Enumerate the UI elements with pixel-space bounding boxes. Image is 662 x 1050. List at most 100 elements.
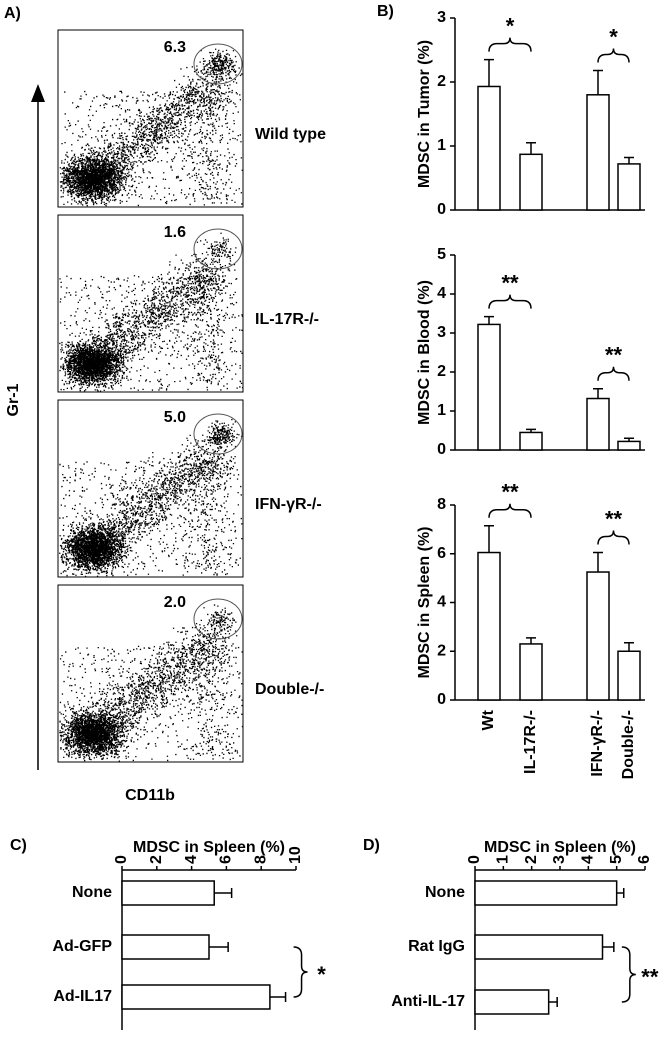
y-tick-label: 0 bbox=[437, 441, 446, 458]
arrow-head bbox=[31, 84, 45, 102]
y-axis-label: MDSC in Tumor (%) bbox=[416, 40, 433, 188]
error-bar bbox=[526, 637, 536, 644]
bar bbox=[617, 650, 641, 701]
y-tick-label: 1 bbox=[437, 402, 446, 419]
bar bbox=[121, 880, 215, 906]
significance-label: ** bbox=[501, 270, 519, 295]
bar bbox=[617, 440, 641, 451]
panel-label: B) bbox=[377, 3, 394, 20]
y-tick-label: 5 bbox=[437, 246, 446, 263]
gate bbox=[193, 413, 243, 455]
x-tick-label: 2 bbox=[523, 855, 540, 864]
y-axis-label: Gr-1 bbox=[5, 383, 22, 416]
error-bar bbox=[209, 942, 229, 952]
significance-label: ** bbox=[641, 964, 659, 989]
y-axis-label: MDSC in Spleen (%) bbox=[416, 526, 433, 678]
error-bar bbox=[593, 388, 603, 399]
error-bar bbox=[616, 888, 625, 898]
error-bar bbox=[484, 315, 494, 325]
gate bbox=[193, 43, 243, 85]
y-tick-label: Rat IgG bbox=[408, 938, 465, 955]
bar bbox=[474, 934, 604, 960]
x-tick-label: IFN-γR-/- bbox=[589, 710, 606, 777]
error-bar bbox=[269, 992, 287, 1002]
chart-title: MDSC in Spleen (%) bbox=[484, 839, 636, 856]
significance-label: * bbox=[317, 962, 326, 987]
significance-label: * bbox=[609, 24, 618, 49]
flow-dots bbox=[59, 419, 243, 577]
panel-label: D) bbox=[363, 837, 380, 854]
flow-plot: 2.0 Double-/- bbox=[57, 584, 324, 763]
bar bbox=[586, 397, 610, 451]
gate-percent: 2.0 bbox=[164, 594, 186, 611]
gate bbox=[193, 228, 243, 270]
x-tick-label: 2 bbox=[148, 855, 165, 864]
x-tick-label: 1 bbox=[495, 855, 512, 864]
y-tick-label: 4 bbox=[437, 285, 446, 302]
bar bbox=[586, 571, 610, 701]
y-tick-label: Ad-IL17 bbox=[53, 988, 112, 1005]
chart-title: MDSC in Spleen (%) bbox=[133, 839, 285, 856]
y-tick-label: 3 bbox=[437, 9, 446, 26]
error-bar bbox=[624, 641, 634, 652]
significance-bracket bbox=[597, 48, 630, 63]
significance-label: ** bbox=[605, 343, 623, 368]
significance-label: * bbox=[506, 13, 515, 38]
x-tick-label: 3 bbox=[551, 855, 568, 864]
flow-plot: 6.3 Wild type bbox=[57, 29, 326, 208]
y-tick-label: 0 bbox=[437, 691, 446, 708]
bar bbox=[519, 643, 543, 701]
x-axis-label: CD11b bbox=[125, 787, 175, 804]
y-tick-label: 2 bbox=[437, 73, 446, 90]
y-tick-label: Ad-GFP bbox=[52, 938, 112, 955]
bar bbox=[474, 880, 618, 906]
y-tick-label: 1 bbox=[437, 137, 446, 154]
y-tick-label: 4 bbox=[437, 594, 446, 611]
significance-bracket bbox=[597, 530, 630, 545]
x-tick-label: 5 bbox=[608, 855, 625, 864]
gate-percent: 1.6 bbox=[164, 224, 186, 241]
error-bar bbox=[593, 69, 603, 95]
error-bar bbox=[548, 997, 558, 1007]
x-tick-label: 10 bbox=[287, 846, 304, 864]
error-bar bbox=[526, 428, 536, 433]
significance-bracket bbox=[488, 294, 532, 309]
significance-label: ** bbox=[605, 506, 623, 531]
y-tick-label: None bbox=[72, 884, 112, 901]
x-tick-label: 4 bbox=[183, 855, 200, 864]
bar bbox=[474, 989, 550, 1015]
significance-bracket bbox=[621, 946, 636, 1003]
bar bbox=[519, 431, 543, 451]
x-tick-label: Wt bbox=[480, 709, 497, 730]
y-tick-label: 6 bbox=[437, 545, 446, 562]
x-tick-label: 6 bbox=[636, 855, 653, 864]
bar bbox=[121, 934, 210, 960]
panel-label: A) bbox=[4, 5, 21, 22]
y-tick-label: None bbox=[425, 884, 465, 901]
bar bbox=[477, 85, 501, 211]
x-tick-label: Double-/- bbox=[620, 710, 637, 779]
x-tick-label: 6 bbox=[218, 855, 235, 864]
error-bar bbox=[526, 142, 536, 155]
genotype-label: IFN-γR-/- bbox=[255, 496, 322, 513]
genotype-label: IL-17R-/- bbox=[255, 311, 319, 328]
y-tick-label: Anti-IL-17 bbox=[391, 993, 465, 1010]
error-bar bbox=[484, 58, 494, 87]
bar bbox=[477, 323, 501, 451]
y-tick-label: 2 bbox=[437, 363, 446, 380]
error-bar bbox=[624, 437, 634, 442]
error-bar bbox=[593, 551, 603, 573]
y-axis-label: MDSC in Blood (%) bbox=[416, 280, 433, 425]
y-tick-label: 2 bbox=[437, 642, 446, 659]
bar bbox=[617, 163, 641, 211]
x-tick-label: 0 bbox=[466, 855, 483, 864]
significance-bracket bbox=[597, 366, 630, 381]
significance-label: ** bbox=[501, 480, 519, 505]
x-tick-label: 8 bbox=[252, 855, 269, 864]
genotype-label: Double-/- bbox=[255, 681, 324, 698]
gate-percent: 5.0 bbox=[164, 409, 186, 426]
flow-dots bbox=[59, 604, 244, 762]
flow-plot: 5.0 IFN-γR-/- bbox=[57, 399, 322, 578]
y-tick-label: 3 bbox=[437, 324, 446, 341]
